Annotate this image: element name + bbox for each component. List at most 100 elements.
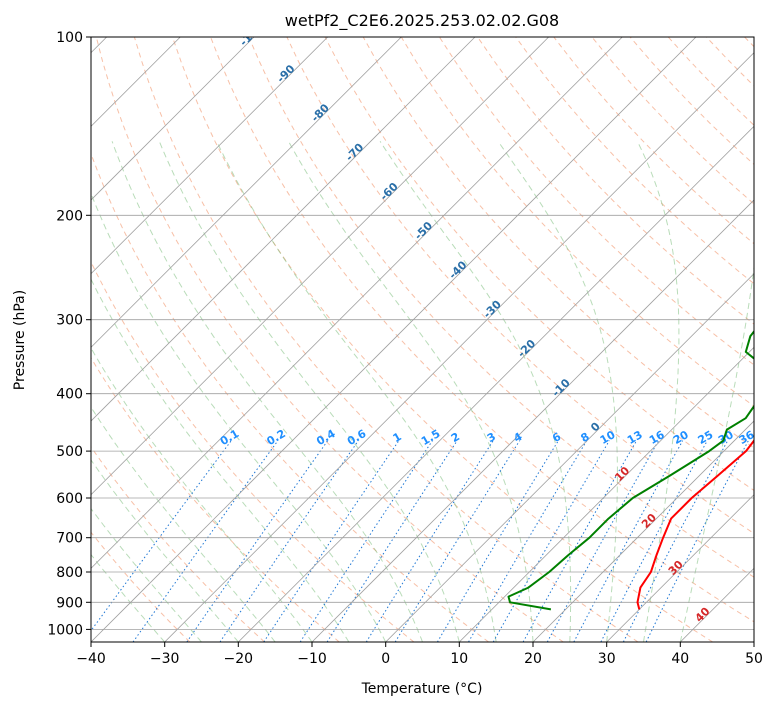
dry-adiabat-line	[91, 260, 415, 642]
mixing-ratio-label: 0.4	[314, 427, 338, 448]
isotherm-label: -100	[237, 20, 266, 49]
profile-series	[507, 329, 754, 611]
x-tick-label: −20	[224, 651, 254, 667]
mixing-ratio-label: 13	[625, 428, 645, 447]
isotherm-line	[680, 567, 754, 642]
isotherm-label: 10	[612, 464, 632, 484]
mixing-ratio-label: 3	[485, 430, 498, 445]
y-axis-ticks: 100 200 300 400 500 600 700 800 900 1000	[47, 30, 91, 638]
mixing-ratio-label: 4	[511, 430, 524, 445]
x-tick-label: −40	[76, 651, 106, 667]
moist-adiabat-line	[288, 141, 534, 642]
isotherm-line	[532, 420, 754, 642]
moist-adiabat-line	[216, 141, 497, 642]
isotherm-label: -90	[274, 62, 297, 85]
mixing-ratio-label: 25	[696, 428, 716, 447]
isotherm-line	[311, 199, 754, 642]
mixing-ratio-line	[219, 440, 359, 642]
moist-adiabat-line	[158, 141, 460, 642]
isotherm-line	[91, 37, 697, 642]
isotherm-line	[91, 37, 623, 569]
isotherm-line	[459, 346, 754, 642]
isotherm-line	[91, 37, 476, 422]
dry-adiabat-line	[515, 37, 754, 285]
mixing-ratio-label: 36	[737, 428, 757, 447]
x-tick-label: 10	[450, 651, 468, 667]
dry-adiabat-line	[362, 37, 754, 449]
mixing-ratio-label: 2	[449, 430, 462, 445]
mixing-ratio-label: 0.6	[345, 427, 369, 448]
isotherm-label: -20	[515, 337, 538, 360]
chart-title: wetPf2_C2E6.2025.253.02.02.G08	[285, 11, 559, 31]
x-tick-label: 40	[671, 651, 689, 667]
dry-adiabat-line	[400, 37, 754, 407]
mixing-ratio-label: 6	[550, 430, 563, 445]
y-tick-label: 500	[56, 444, 83, 460]
mixing-ratio-label: 0.1	[218, 427, 241, 448]
y-tick-label: 700	[56, 531, 83, 547]
isotherm-line	[91, 37, 549, 496]
isotherm-label: -50	[412, 219, 435, 242]
mixing-ratio-line	[91, 440, 232, 632]
y-tick-label: 1000	[47, 622, 83, 638]
x-tick-label: 20	[524, 651, 542, 667]
reference-labels: 0.1 0.2 0.4 0.6 1 1.5 2 3 4 6 8 10 13 16 20 25 30 36-100-…	[218, 20, 757, 625]
y-tick-label: 900	[56, 595, 83, 611]
mixing-ratio-line	[622, 440, 729, 642]
mixing-ratio-line	[326, 440, 458, 642]
isotherm-label: 30	[666, 558, 686, 578]
isotherm-label: -40	[446, 258, 469, 281]
dry-adiabat-line	[91, 446, 265, 642]
temperature-profile-line	[636, 439, 754, 610]
moist-adiabat-line	[379, 141, 572, 642]
dry-adiabat-line	[477, 37, 754, 325]
dry-adiabat-line	[172, 37, 713, 642]
mixing-ratio-line	[365, 440, 494, 642]
y-tick-label: 100	[56, 30, 83, 46]
y-tick-label: 200	[56, 208, 83, 224]
moist-adiabat-line	[91, 278, 350, 642]
moist-adiabat-line	[91, 347, 313, 642]
plot-frame	[90, 36, 755, 643]
mixing-ratio-line	[186, 440, 329, 642]
dry-adiabat-line	[705, 37, 754, 87]
dry-adiabat-line	[91, 356, 340, 642]
isotherm-label: -30	[481, 298, 504, 321]
isotherm-line	[753, 641, 754, 642]
dry-adiabat-line	[591, 37, 754, 205]
moist-adiabat-line	[679, 263, 754, 642]
isotherm-line	[385, 273, 754, 642]
mixing-ratio-line	[546, 440, 660, 642]
isotherm-label: -70	[343, 140, 366, 163]
y-tick-label: 800	[56, 565, 83, 581]
x-tick-label: 50	[745, 651, 763, 667]
y-tick-label: 300	[56, 313, 83, 329]
x-tick-label: 30	[598, 651, 616, 667]
x-tick-label: −30	[150, 651, 180, 667]
mixing-ratio-label: 1.5	[419, 427, 442, 448]
isotherm-line	[606, 494, 754, 642]
mixing-ratio-label: 16	[647, 428, 667, 447]
mixing-ratio-line	[436, 440, 559, 642]
dry-adiabat-line	[248, 37, 754, 578]
mixing-ratio-line	[263, 440, 400, 642]
x-tick-label: 0	[381, 651, 390, 667]
x-axis-ticks: −40 −30 −20 −10 0 10 20 30 40 50	[76, 642, 763, 667]
mixing-ratio-line	[492, 440, 610, 642]
dry-adiabat-line	[91, 152, 489, 642]
mixing-ratio-line	[468, 440, 588, 642]
dry-adiabat-line	[91, 531, 191, 642]
grid-lines	[91, 37, 754, 642]
mixing-ratio-line	[299, 440, 433, 642]
dry-adiabat-line	[95, 37, 564, 642]
dry-adiabat-line	[210, 37, 754, 623]
isotherm-line	[91, 37, 255, 201]
isotherm-label: 40	[693, 605, 713, 625]
isotherm-line	[238, 125, 754, 642]
x-tick-label: −10	[297, 651, 327, 667]
mixing-ratio-line	[394, 440, 521, 642]
y-axis-label: Pressure (hPa)	[12, 290, 28, 390]
dewpoint-profile-line	[507, 329, 754, 611]
isotherm-line	[164, 52, 754, 642]
